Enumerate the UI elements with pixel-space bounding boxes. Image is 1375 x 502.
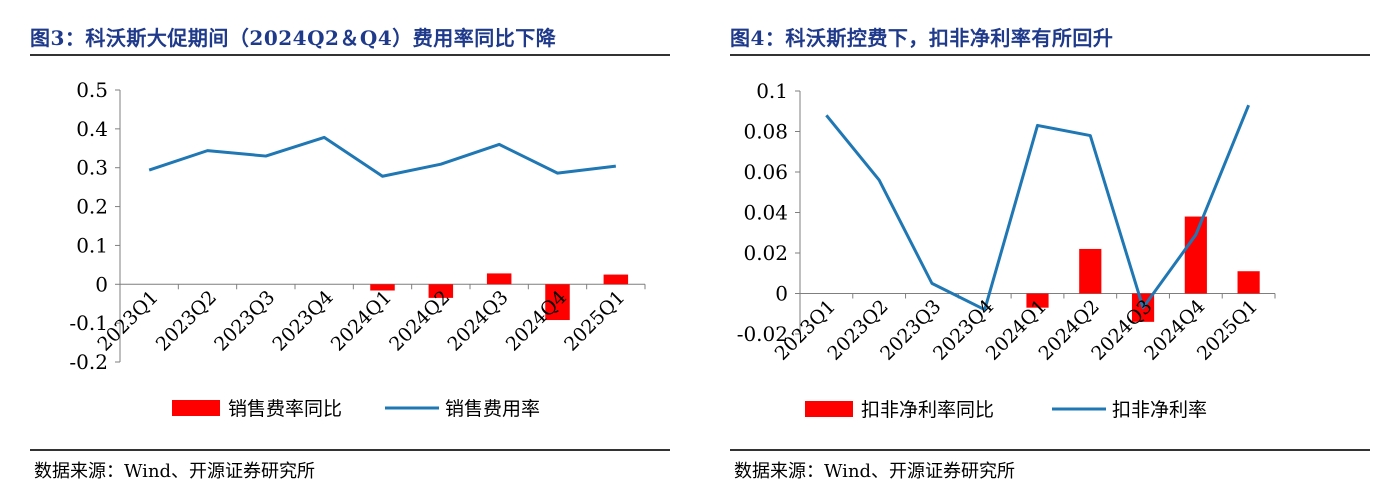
- bar-2024Q1: [1026, 293, 1049, 308]
- x-tick-label: 2023Q3: [210, 286, 279, 355]
- bar-2025Q1: [1237, 271, 1260, 294]
- line-series-销售费用率: [148, 135, 617, 178]
- figure-4-chart: -0.0200.020.040.060.080.12023Q12023Q2202…: [737, 79, 1276, 421]
- figure-3-bottom-rule: [30, 449, 670, 451]
- y-tick-label: 0.06: [743, 160, 788, 184]
- figure-4-title: 图4：科沃斯控费下，扣非净利率有所回升: [730, 26, 1114, 50]
- y-tick-label: 0.5: [76, 78, 108, 102]
- bar-2024Q3: [486, 273, 512, 285]
- figure-4-bottom-rule: [730, 449, 1370, 451]
- figure-3-chart: -0.2-0.100.10.20.30.40.52023Q12023Q22023…: [69, 78, 646, 420]
- y-tick-label: 0.4: [76, 117, 108, 141]
- legend-line-label: 扣非净利率: [1112, 399, 1207, 421]
- legend-line-label: 销售费用率: [445, 398, 540, 420]
- bar-2024Q1: [370, 284, 395, 291]
- y-tick-label: -0.1: [69, 311, 108, 335]
- y-tick-label: 0.1: [76, 233, 108, 257]
- legend-bar-label: 销售费率同比: [228, 398, 342, 420]
- x-tick-label: 2024Q2: [385, 286, 454, 355]
- bar-2024Q2: [1079, 248, 1102, 294]
- x-tick-label: 2024Q3: [443, 286, 512, 355]
- y-tick-label: 0.08: [743, 120, 788, 144]
- legend-bar-swatch: [172, 400, 220, 416]
- x-tick-label: 2025Q1: [560, 286, 629, 355]
- figure-4-top-rule: [730, 54, 1370, 56]
- x-tick-label: 2023Q2: [152, 286, 221, 355]
- bar-2024Q4: [1184, 216, 1207, 294]
- bar-2024Q2: [428, 284, 454, 298]
- legend-bar-swatch: [805, 401, 853, 417]
- figure-3-top-rule: [30, 54, 670, 56]
- x-tick-label: 2024Q4: [502, 286, 571, 355]
- bar-2024Q4: [545, 284, 570, 321]
- figure-3-source: 数据来源：Wind、开源证券研究所: [34, 461, 316, 482]
- legend-bar-label: 扣非净利率同比: [861, 399, 994, 421]
- figure-3-panel: 图3：科沃斯大促期间（2024Q2＆Q4）费用率同比下降 -0.2 -0.1 0 0.…: [0, 0, 672, 502]
- y-tick-label: 0.04: [743, 201, 788, 225]
- y-tick-label: -0.2: [69, 350, 108, 374]
- y-tick-label: 0: [775, 282, 788, 306]
- figure-3-title: 图3：科沃斯大促期间（2024Q2＆Q4）费用率同比下降: [30, 26, 557, 50]
- figure-4-source: 数据来源：Wind、开源证券研究所: [734, 461, 1016, 482]
- x-tick-label: 2023Q4: [268, 286, 337, 355]
- y-tick-label: 0.2: [76, 195, 108, 219]
- y-tick-label: 0.3: [76, 156, 108, 180]
- figure-4-panel: 图4：科沃斯控费下，扣非净利率有所回升 -0.02 0 0.02 0.04 0.06 0.…: [700, 0, 1372, 502]
- y-tick-label: 0: [95, 272, 108, 296]
- y-tick-label: 0.02: [743, 241, 788, 265]
- bar-2025Q1: [603, 274, 629, 285]
- y-tick-label: -0.02: [737, 322, 788, 346]
- y-tick-label: 0.1: [756, 79, 788, 103]
- x-tick-label: 2024Q1: [327, 286, 396, 355]
